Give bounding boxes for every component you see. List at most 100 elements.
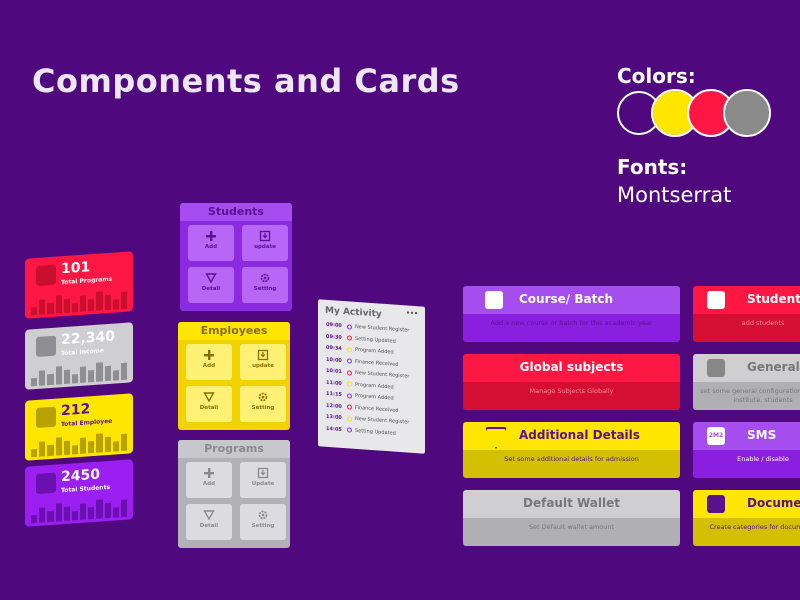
stat-card: 212 Total Employee (25, 393, 133, 461)
menu-tile-label: Setting (251, 523, 275, 529)
settings-card-icon (707, 359, 725, 377)
settings-card-icon (485, 291, 503, 309)
menu-tile[interactable]: Detail (186, 386, 232, 422)
sparkline-bar (120, 362, 128, 381)
settings-card-title: Additional Details (519, 428, 640, 442)
activity-text: Setting Updated (355, 335, 396, 345)
menu-tile[interactable]: Update (240, 462, 286, 498)
activity-dot (347, 427, 352, 433)
activity-text: Program Added (355, 346, 394, 356)
settings-card-description: Set Default wallet amount (528, 523, 615, 531)
menu-card: Students Add update Detail Setting (180, 203, 292, 311)
settings-card-header: 2M2 SMS (693, 422, 800, 450)
activity-dot (347, 335, 352, 341)
settings-card-description: set some general configuration for the i… (700, 387, 800, 404)
settings-card[interactable]: Global subjects Manage Subjects Globally (463, 354, 680, 410)
activity-panel: My Activity 09:00 New Student Register 09:3… (318, 299, 425, 454)
sparkline-bar (112, 507, 119, 518)
activity-dot (347, 404, 352, 410)
sparkline-bar (71, 445, 79, 455)
sparkline-bar (80, 437, 87, 454)
activity-time: 09:34 (326, 344, 342, 352)
sparkline-bar (104, 366, 111, 382)
activity-text: New Student Register (355, 415, 410, 426)
menu-tile[interactable]: Add (186, 344, 232, 380)
sparkline-bar (47, 373, 54, 386)
stat-value: 22,340 (61, 328, 116, 349)
settings-card-title: Documents (747, 496, 800, 510)
menu-tile[interactable]: update (242, 225, 288, 261)
menu-tile-label: Add (204, 244, 218, 250)
sparkline-bar (47, 444, 54, 457)
sparkline-bar (96, 433, 103, 453)
activity-dot (347, 381, 352, 387)
menu-tile[interactable]: Setting (242, 267, 288, 303)
menu-tile[interactable]: update (240, 344, 286, 380)
color-swatch (723, 89, 771, 137)
sparkline-bar (104, 437, 111, 453)
activity-time: 11:15 (326, 390, 342, 398)
sparkline-bar (96, 499, 103, 519)
icon (258, 392, 268, 402)
settings-card[interactable]: Additional Details Set some additional de… (463, 422, 680, 478)
menu-tile-label: Add (202, 363, 216, 369)
settings-card[interactable]: General set some general configuration fo… (693, 354, 800, 410)
activity-dot (347, 392, 352, 399)
activity-menu (407, 311, 417, 317)
sparkline-bar (71, 374, 79, 384)
menu-tile-label: update (252, 363, 274, 369)
settings-card[interactable]: Students add students (693, 286, 800, 342)
activity-dot (347, 346, 352, 353)
stat-label: Total Employee (61, 417, 113, 429)
activity-row: 11:15 Program Added (326, 391, 394, 402)
stat-card: 101 Total Programs (25, 251, 133, 319)
sparkline-bar (63, 370, 70, 385)
sparkline-bar (63, 299, 70, 314)
menu-tile[interactable]: Setting (240, 386, 286, 422)
settings-card-body: add students (693, 314, 800, 342)
settings-card[interactable]: Default Wallet Set Default wallet amount (463, 490, 680, 546)
settings-card-header: Default Wallet (463, 490, 680, 518)
activity-time: 11:00 (326, 379, 342, 387)
stat-icon (36, 472, 56, 495)
activity-dot (347, 358, 352, 364)
settings-card-header: Course/ Batch (463, 286, 680, 314)
settings-card-icon (707, 495, 725, 513)
sparkline-bar (71, 511, 79, 521)
stat-icon (36, 335, 56, 358)
activity-text: Finance Received (355, 404, 399, 414)
settings-card[interactable]: 2M2 SMS Enable / disable (693, 422, 800, 478)
stat-icon (36, 264, 56, 287)
sparkline-bar (120, 433, 128, 452)
settings-card-icon (485, 427, 507, 449)
menu-tile[interactable]: Detail (186, 504, 232, 540)
sparkline-bar (31, 306, 38, 316)
activity-dot (347, 369, 352, 376)
settings-card-header: General (693, 354, 800, 382)
menu-title: Programs (178, 440, 290, 458)
menu-tile-label: Setting (251, 405, 275, 411)
settings-card[interactable]: Course/ Batch Add a new course or batch f… (463, 286, 680, 342)
sparkline-bar (88, 507, 95, 520)
page-title: Components and Cards (32, 62, 460, 100)
menu-tile[interactable]: Add (188, 225, 234, 261)
settings-card[interactable]: Documents Create categories for documents (693, 490, 800, 546)
settings-card-title: Students (747, 292, 800, 306)
settings-card-body: set some general configuration for the i… (693, 382, 800, 410)
menu-tile[interactable]: Setting (240, 504, 286, 540)
sparkline-bar (47, 510, 54, 523)
sparkline-bar (120, 499, 128, 518)
stat-card: 22,340 Total Income (25, 322, 133, 390)
activity-time: 10:01 (326, 367, 342, 375)
icon (204, 468, 214, 478)
stat-value: 101 (61, 259, 91, 278)
menu-tile[interactable]: Detail (188, 267, 234, 303)
activity-dot (347, 415, 352, 422)
icon (258, 510, 268, 520)
settings-card-title: Global subjects (519, 360, 624, 374)
stat-sparkline (31, 431, 128, 458)
menu-title: Students (180, 203, 292, 221)
menu-tile[interactable]: Add (186, 462, 232, 498)
sparkline-bar (112, 299, 119, 310)
